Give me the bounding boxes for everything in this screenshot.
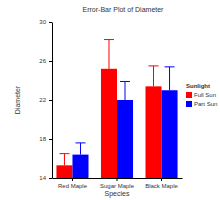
- x-tick-mark: [117, 178, 118, 181]
- chart: Error-Bar Plot of Diameter 14 18 22 26 30 Red …: [0, 0, 220, 200]
- x-tick: Black Maple: [145, 178, 178, 189]
- y-tick: 26: [39, 58, 52, 64]
- y-tick-label: 26: [39, 58, 46, 64]
- y-axis-title: Diameter: [14, 85, 21, 114]
- y-tick: 22: [39, 97, 52, 103]
- y-tick-mark: [49, 22, 52, 23]
- title: Error-Bar Plot of Diameter: [83, 6, 165, 13]
- y-axis-line: [52, 23, 53, 179]
- x-axis-title: Species: [105, 190, 130, 198]
- y-tick-mark: [49, 139, 52, 140]
- x-tick: Red Maple: [58, 178, 88, 189]
- x-tick: Sugar Maple: [100, 178, 135, 189]
- x-axis: Red Maple Sugar Maple Black Maple: [53, 178, 183, 189]
- bar: [145, 86, 161, 178]
- y-tick: 18: [39, 136, 52, 142]
- y-tick-label: 30: [39, 19, 46, 25]
- y-tick-label: 14: [39, 175, 46, 181]
- y-tick-label: 22: [39, 97, 46, 103]
- legend-label: Full Sun: [194, 92, 216, 98]
- legend-swatch: [186, 92, 192, 98]
- x-tick-mark: [161, 178, 162, 181]
- error-bar: [59, 154, 69, 166]
- y-tick: 14: [39, 175, 52, 181]
- y-tick-mark: [49, 61, 52, 62]
- bar: [101, 69, 117, 178]
- bar: [56, 165, 72, 178]
- y-tick-label: 18: [39, 136, 46, 142]
- plot-marks: [56, 40, 177, 178]
- error-bar: [75, 143, 85, 155]
- x-tick-label: Red Maple: [58, 183, 88, 189]
- y-tick: 30: [39, 19, 52, 25]
- x-tick-mark: [72, 178, 73, 181]
- bar: [72, 155, 88, 178]
- error-bar: [165, 67, 175, 90]
- legend-label: Part Sun: [194, 101, 217, 107]
- legend-swatch: [186, 101, 192, 107]
- legend-title: Sunlight: [186, 83, 210, 89]
- legend: Sunlight Full Sun Part Sun: [186, 83, 217, 107]
- x-tick-label: Black Maple: [145, 183, 178, 189]
- bar: [162, 90, 178, 178]
- error-bar: [104, 40, 114, 69]
- error-bar: [120, 81, 130, 100]
- x-tick-label: Sugar Maple: [100, 183, 135, 189]
- y-axis: 14 18 22 26 30: [39, 19, 52, 181]
- y-tick-mark: [49, 100, 52, 101]
- y-tick-mark: [49, 178, 52, 179]
- bar: [117, 100, 133, 178]
- error-bar: [149, 66, 159, 86]
